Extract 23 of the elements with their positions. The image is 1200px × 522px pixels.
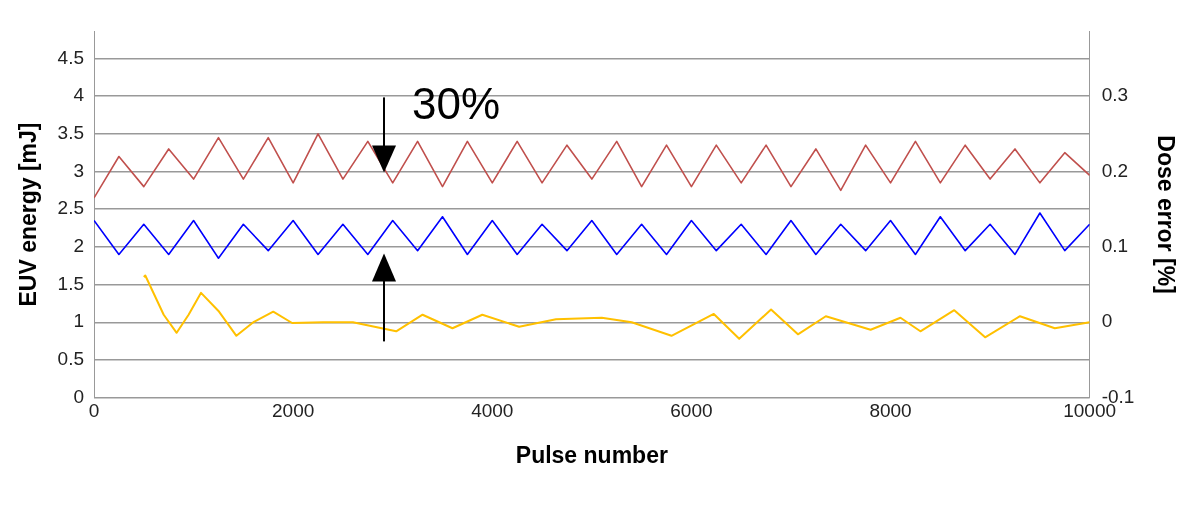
x-tick-label: 0 [88,400,100,422]
y-tick-label: 2 [73,235,85,257]
y2-axis-title: Dose error [%] [1152,135,1179,294]
y-tick-label: 1.5 [57,272,85,294]
y-tick-label: 4 [73,84,85,106]
x-tick-label: 8000 [869,400,912,422]
y-tick-label: 3 [73,159,85,181]
y2-tick-label: 0 [1101,310,1113,332]
y-tick-label: 1 [73,310,85,332]
y2-tick-label: 0.3 [1101,84,1129,106]
x-tick-label: 2000 [272,400,315,422]
x-tick-label: 4000 [471,400,514,422]
y-tick-label: 0 [73,385,85,407]
y-tick-label: 0.5 [57,348,85,370]
y-axis-title: EUV energy [mJ] [15,122,42,307]
y-tick-label: 2.5 [57,197,85,219]
x-tick-label: 6000 [670,400,713,422]
y2-tick-label: 0.2 [1101,159,1129,181]
y2-tick-label: 0.1 [1101,235,1129,257]
x-axis-title: Pulse number [515,441,668,468]
y-tick-label: 4.5 [57,46,85,68]
y-tick-label: 3.5 [57,122,85,144]
annotation: 30% [412,79,501,129]
